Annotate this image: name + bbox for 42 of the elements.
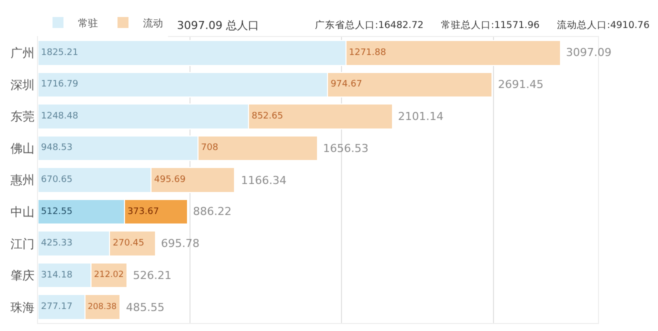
total-label: 886.22	[193, 205, 232, 218]
text: 常驻总人口:11571.96	[441, 19, 540, 31]
data-label: 670.65	[41, 175, 72, 185]
data-label: 212.02	[94, 270, 124, 280]
y-tick-label: 中山	[10, 204, 35, 219]
total-label: 2101.14	[398, 110, 444, 123]
total-label: 695.78	[161, 237, 200, 250]
total-label: 485.55	[126, 301, 164, 314]
total-label: 2691.45	[498, 78, 544, 91]
data-label: 852.65	[252, 111, 284, 122]
text: 3097.09 总人口	[177, 19, 259, 32]
total-label: 3097.09	[566, 46, 612, 59]
data-label: 314.18	[41, 270, 73, 280]
y-tick-label: 深圳	[10, 78, 35, 92]
legend-label: 流动	[143, 17, 163, 30]
y-tick-label: 肇庆	[10, 268, 35, 283]
data-label: 1248.48	[41, 111, 78, 122]
data-label: 1271.88	[348, 48, 386, 58]
data-label: 425.33	[41, 238, 72, 249]
y-tick-label: 惠州	[10, 173, 35, 188]
data-label: 512.55	[41, 206, 72, 217]
data-label: 1716.79	[41, 80, 78, 90]
y-tick-label: 佛山	[10, 141, 35, 156]
y-tick-label: 珠海	[10, 300, 35, 314]
data-label: 495.69	[154, 175, 186, 185]
data-label: 974.67	[330, 80, 362, 90]
data-label: 373.67	[127, 206, 159, 217]
total-label: 1166.34	[241, 174, 286, 187]
data-label: 270.45	[112, 238, 144, 249]
data-label: 1825.21	[41, 48, 78, 58]
text: 广东省总人口:16482.72	[315, 19, 424, 31]
text: 流动总人口:4910.76	[557, 19, 650, 31]
data-label: 208.38	[88, 300, 117, 311]
total-label: 526.21	[133, 269, 172, 282]
total-label: 1656.53	[323, 142, 368, 155]
data-label: 708	[200, 143, 218, 154]
data-label: 277.17	[41, 302, 72, 312]
data-label: 948.53	[41, 143, 72, 154]
y-tick-label: 广州	[10, 46, 35, 60]
legend-label: 常驻	[78, 17, 98, 30]
y-tick-label: 江门	[10, 236, 35, 251]
y-tick-label: 东莞	[10, 110, 35, 124]
